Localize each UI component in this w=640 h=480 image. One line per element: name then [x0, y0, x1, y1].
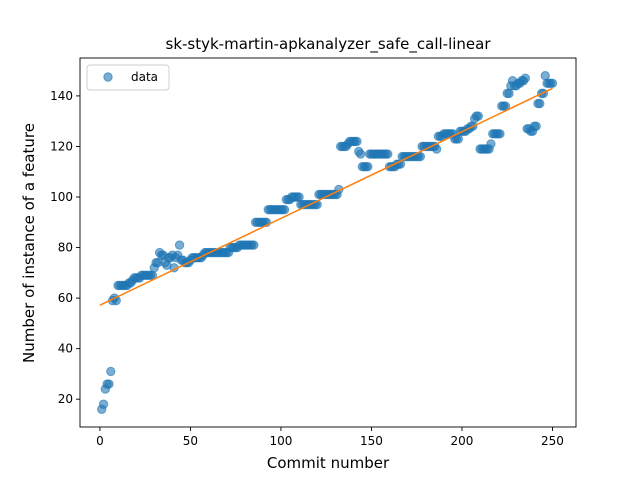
- data-point: [98, 399, 109, 409]
- chart-title: sk-styk-martin-apkanalyzer_safe_call-lin…: [166, 35, 492, 54]
- data-point: [495, 129, 505, 139]
- data-point: [431, 144, 442, 154]
- y-tick-label: 20: [58, 392, 73, 406]
- x-tick-label: 50: [183, 434, 198, 448]
- data-point: [249, 240, 259, 250]
- x-axis-label: Commit number: [267, 454, 390, 472]
- data-point: [531, 121, 541, 131]
- y-tick-label: 100: [50, 190, 73, 204]
- plot-frame: [79, 57, 577, 428]
- y-tick-label: 80: [58, 241, 73, 255]
- x-tick-label: 0: [96, 434, 104, 448]
- y-tick-label: 40: [58, 342, 73, 356]
- data-point: [174, 240, 185, 250]
- data-point: [535, 98, 545, 109]
- data-point: [520, 73, 531, 83]
- y-tick-label: 140: [50, 89, 73, 103]
- x-axis: 0 50 100 150 200 250: [96, 427, 564, 448]
- legend: data: [86, 64, 170, 91]
- y-tick-label: 120: [50, 139, 73, 153]
- legend-box: [86, 64, 170, 91]
- data-point: [355, 149, 366, 159]
- x-tick-label: 150: [360, 434, 383, 448]
- data-point: [363, 161, 373, 172]
- data-point: [504, 88, 514, 99]
- y-axis: 20 40 60 80 100 120 140: [50, 89, 80, 406]
- y-axis-label: Number of instance of a feature: [20, 123, 38, 363]
- x-tick-label: 250: [541, 434, 564, 448]
- data-point: [473, 111, 483, 121]
- fit-line: [99, 87, 553, 306]
- x-tick-label: 200: [451, 434, 474, 448]
- legend-label-data: data: [131, 70, 158, 84]
- y-tick-label: 60: [58, 291, 73, 305]
- data-point: [352, 136, 362, 147]
- data-point: [547, 78, 558, 88]
- legend-marker-data: [103, 72, 113, 82]
- data-point: [279, 204, 290, 215]
- data-point: [383, 149, 393, 159]
- data-point: [486, 139, 496, 149]
- data-point: [104, 379, 114, 389]
- data-point: [106, 366, 116, 377]
- x-tick-label: 100: [269, 434, 292, 448]
- plot-area: [97, 70, 558, 415]
